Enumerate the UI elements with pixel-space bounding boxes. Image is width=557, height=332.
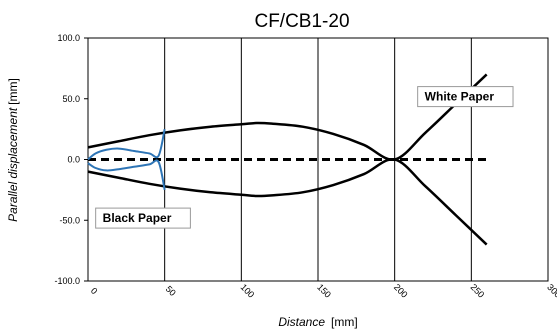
y-tick-label: -50.0 [59, 215, 80, 225]
y-axis-title: Parallel displacement [mm] [6, 78, 20, 222]
annotation-box: Black Paper [95, 207, 191, 229]
tick-layer: 0 50 100 150 200 250 300 100.0 50.0 0.0 -50.0 -100.… [54, 33, 557, 300]
annotation-box: White Paper [417, 86, 514, 108]
blue-series-line-5 [87, 159, 166, 191]
y-tick-label: 100.0 [57, 33, 80, 43]
annotation-frame [95, 207, 191, 229]
series-layer [87, 73, 488, 246]
x-axis-title: Distance [mm] [278, 315, 357, 329]
y-tick-label: -100.0 [54, 276, 80, 286]
x-tick-label: 200 [392, 282, 410, 300]
y-tick-label: 50.0 [62, 94, 80, 104]
x-tick-label: 250 [469, 282, 487, 300]
x-tick-label: 150 [315, 282, 333, 300]
y-axis-title-main: Parallel displacement [6, 107, 20, 222]
x-tick-label: 50 [164, 284, 178, 298]
blue-series-line-4 [87, 128, 166, 161]
x-tick-label: 0 [89, 286, 100, 297]
y-axis-title-unit: [mm] [6, 78, 20, 105]
x-axis-title-unit: [mm] [331, 315, 358, 329]
black-series-line-2 [87, 158, 488, 246]
y-tick-label: 0.0 [67, 155, 80, 165]
x-tick-label: 100 [239, 282, 257, 300]
chart-title: CF/CB1-20 [254, 11, 349, 32]
black-series-line-1 [87, 73, 488, 161]
annotation-label: Black Paper [103, 211, 172, 225]
x-axis-title-main: Distance [278, 315, 325, 329]
annotation-frame [417, 86, 514, 108]
x-tick-label: 300 [545, 282, 557, 300]
annotation-label: White Paper [425, 90, 495, 104]
annotation-layer: White Paper Black Paper [95, 86, 514, 229]
